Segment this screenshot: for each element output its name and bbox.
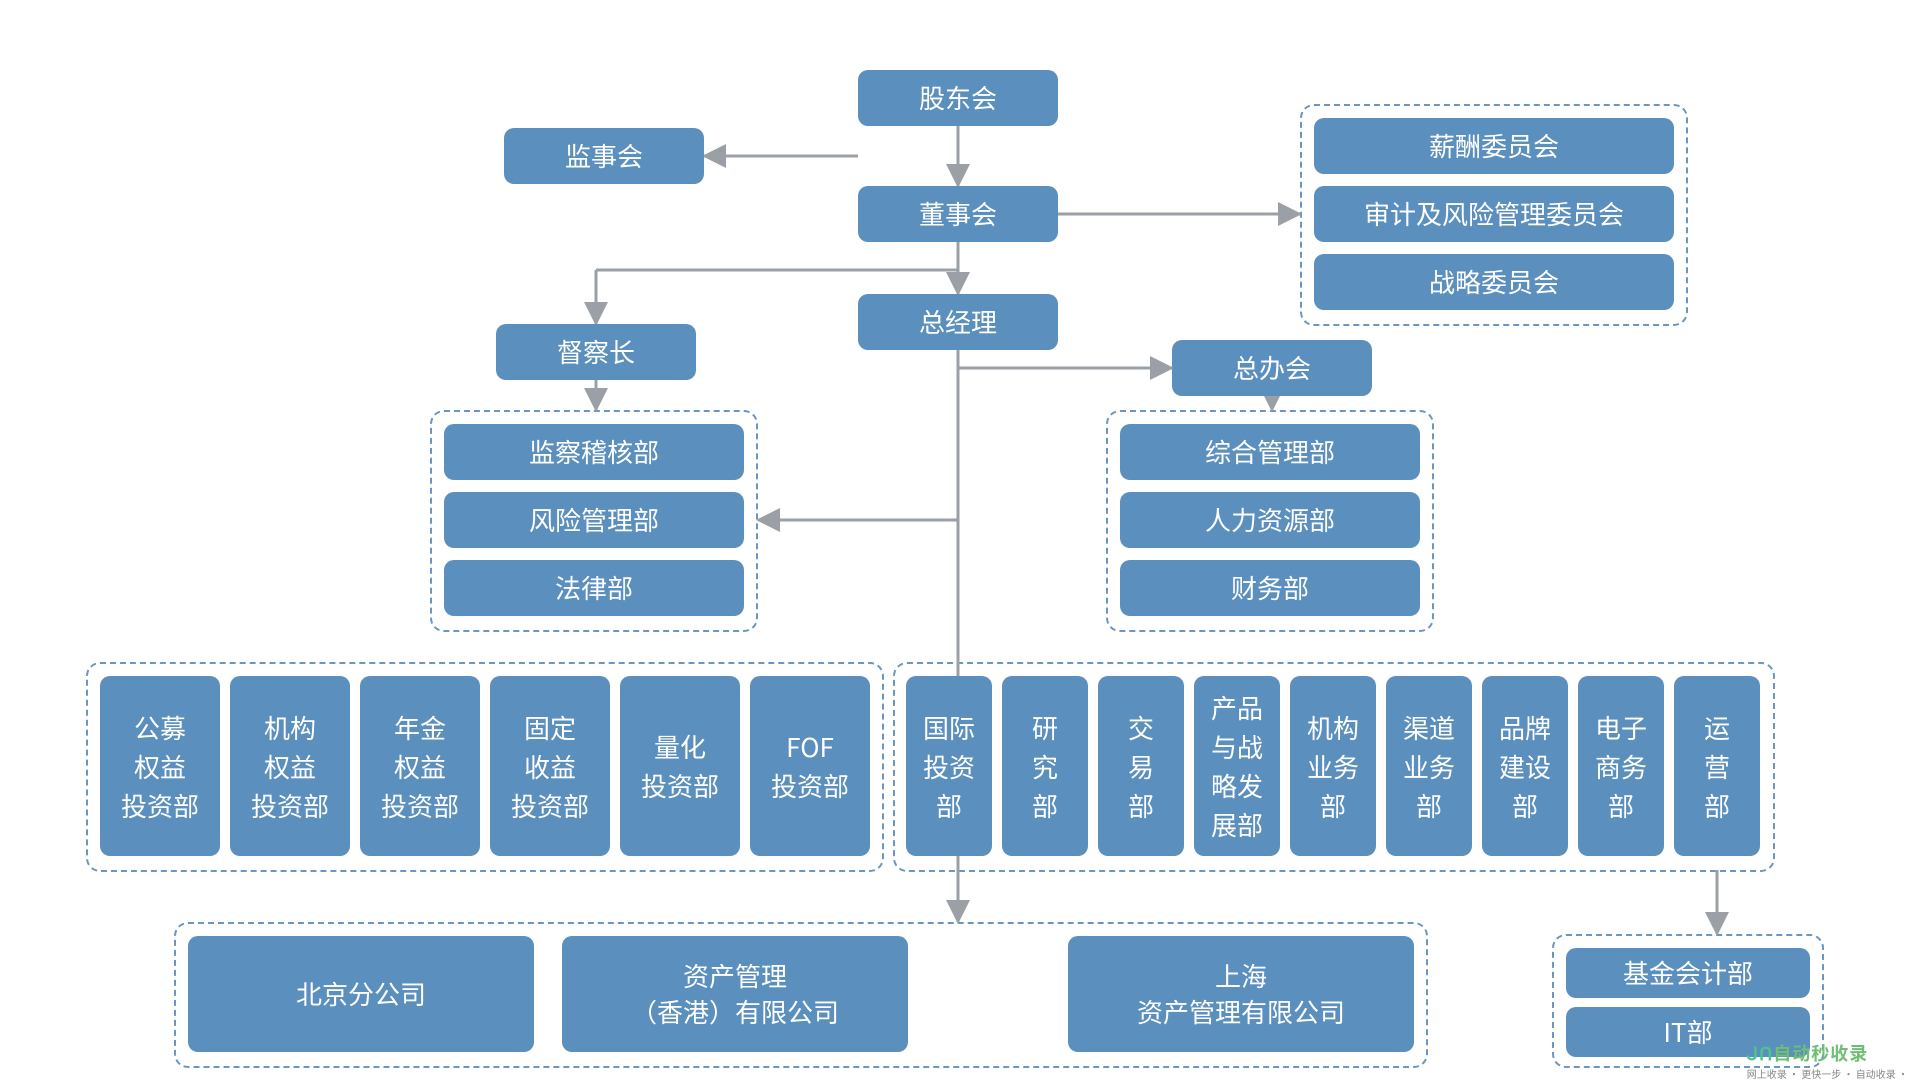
node-dept-trading: 交易部 (1098, 676, 1184, 856)
watermark: ᒍᑎ自动秒收录 网上收录 · 更快一步 · 自动收录 · (1747, 1040, 1908, 1081)
node-dept-quant: 量化投资部 (620, 676, 740, 856)
watermark-subtext: 网上收录 · 更快一步 · 自动收录 · (1747, 1066, 1908, 1081)
node-chief-inspector: 督察长 (496, 324, 696, 380)
node-fund-accounting: 基金会计部 (1566, 948, 1810, 998)
node-dept-product-strategy: 产品与战略发展部 (1194, 676, 1280, 856)
node-finance-dept: 财务部 (1120, 560, 1420, 616)
node-dept-institutional-biz: 机构业务部 (1290, 676, 1376, 856)
node-board: 董事会 (858, 186, 1058, 242)
node-dept-pension-equity: 年金权益投资部 (360, 676, 480, 856)
node-dept-channel-biz: 渠道业务部 (1386, 676, 1472, 856)
node-dept-brand: 品牌建设部 (1482, 676, 1568, 856)
node-compensation-committee: 薪酬委员会 (1314, 118, 1674, 174)
node-dept-fof: FOF投资部 (750, 676, 870, 856)
node-dept-international: 国际投资部 (906, 676, 992, 856)
watermark-text: 自动秒收录 (1773, 1040, 1868, 1066)
node-admin-dept: 综合管理部 (1120, 424, 1420, 480)
node-sub-beijing: 北京分公司 (188, 936, 534, 1052)
node-hr-dept: 人力资源部 (1120, 492, 1420, 548)
node-legal-dept: 法律部 (444, 560, 744, 616)
node-sub-hongkong: 资产管理（香港）有限公司 (562, 936, 908, 1052)
node-dept-fixed-income: 固定收益投资部 (490, 676, 610, 856)
node-dept-operations: 运营部 (1674, 676, 1760, 856)
node-audit-dept: 监察稽核部 (444, 424, 744, 480)
node-supervisory: 监事会 (504, 128, 704, 184)
node-dept-ecommerce: 电子商务部 (1578, 676, 1664, 856)
node-dept-public-equity: 公募权益投资部 (100, 676, 220, 856)
node-executive-meeting: 总办会 (1172, 340, 1372, 396)
node-risk-dept: 风险管理部 (444, 492, 744, 548)
node-dept-institutional-equity: 机构权益投资部 (230, 676, 350, 856)
node-dept-research: 研究部 (1002, 676, 1088, 856)
node-audit-risk-committee: 审计及风险管理委员会 (1314, 186, 1674, 242)
watermark-logo-icon: ᒍᑎ (1747, 1040, 1774, 1066)
node-strategy-committee: 战略委员会 (1314, 254, 1674, 310)
node-shareholders: 股东会 (858, 70, 1058, 126)
node-general-manager: 总经理 (858, 294, 1058, 350)
node-sub-shanghai: 上海资产管理有限公司 (1068, 936, 1414, 1052)
